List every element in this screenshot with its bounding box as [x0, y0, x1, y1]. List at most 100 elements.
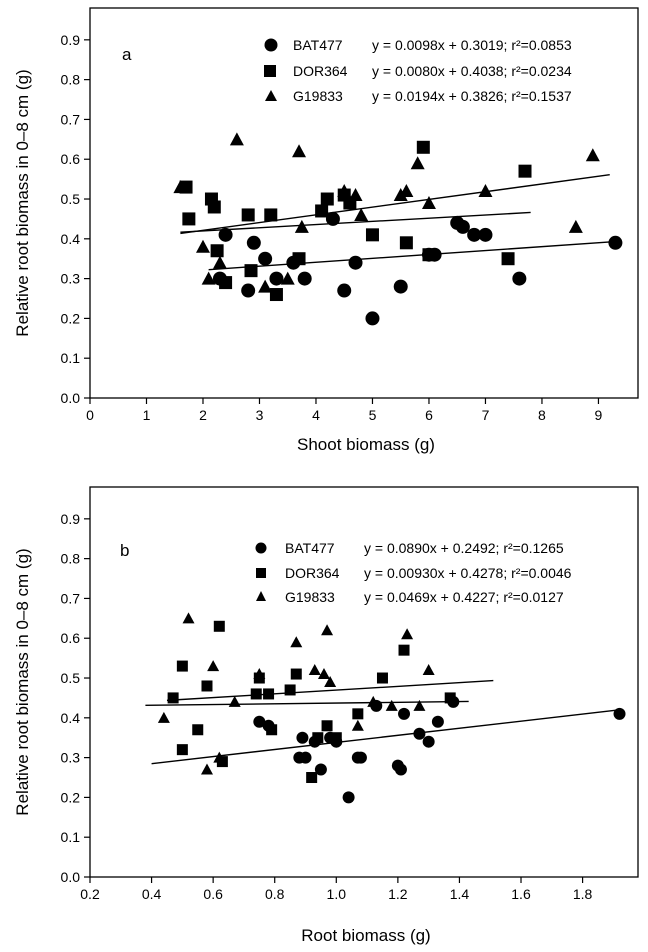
data-point-dor364 [241, 208, 255, 222]
data-point-bat477 [297, 271, 312, 286]
panel-a-legend-eq-g19833: y = 0.0194x + 0.3826; r²=0.1537 [372, 88, 572, 104]
data-point-dor364 [501, 252, 515, 266]
data-point-bat477 [608, 235, 623, 250]
data-point-g19833 [182, 612, 195, 624]
data-point-dor364 [284, 684, 296, 696]
panel-b-y-tick-label: 0.1 [61, 829, 81, 845]
data-point-g19833 [399, 184, 414, 198]
panel-b-legend-eq-dor364: y = 0.00930x + 0.4278; r²=0.0046 [364, 565, 572, 581]
panel-a-legend-marker-g19833 [265, 90, 277, 101]
data-point-g19833 [422, 664, 435, 676]
panel-b-legend: BAT477 y = 0.0890x + 0.2492; r²=0.1265 D… [255, 540, 572, 605]
data-point-dor364 [210, 244, 224, 258]
data-point-bat477 [218, 227, 233, 242]
panel-a-y-tick-label: 0.4 [61, 231, 81, 247]
data-point-dor364 [352, 708, 364, 720]
panel-b-y-tick-label: 0.8 [61, 551, 81, 567]
panel-a-y-tick-label: 0.3 [61, 271, 81, 287]
data-point-bat477 [299, 751, 312, 764]
panel-a-legend-marker-dor364 [264, 65, 276, 77]
panel-a-tick-labels: 0 1 2 3 4 5 6 7 8 9 0.0 0.1 0.2 0.3 0.4 0.5 0.6 0.7 0.8 0.9 [61, 32, 603, 423]
data-point-g19833 [292, 144, 307, 158]
panel-b-regression-lines [145, 679, 620, 765]
panel-b-x-tick-label: 0.4 [142, 886, 162, 902]
data-point-dor364 [207, 200, 221, 214]
panel-b-y-tick-label: 0.9 [61, 511, 81, 527]
regression-line-bat477 [151, 709, 620, 765]
panel-b-y-tick-label: 0.5 [61, 670, 81, 686]
panel-a-legend-label-g19833: G19833 [293, 88, 343, 104]
data-point-g19833 [348, 188, 363, 202]
panel-a-x-tick-label: 1 [143, 407, 151, 423]
panel-a-y-tick-label: 0.6 [61, 151, 81, 167]
data-point-dor364 [269, 288, 283, 302]
panel-b-y-axis-title: Relative root biomass in 0–8 cm (g) [13, 548, 32, 815]
panel-b-legend-marker-dor364 [256, 568, 266, 578]
data-point-g19833 [401, 628, 414, 640]
data-point-bat477 [394, 763, 407, 776]
data-point-g19833 [201, 271, 216, 285]
panel-a-y-axis-title: Relative root biomass in 0–8 cm (g) [13, 69, 32, 336]
panel-b-x-tick-label: 1.4 [450, 886, 470, 902]
data-point-dor364 [290, 668, 302, 680]
data-point-g19833 [228, 695, 241, 707]
panel-a-regression-lines [180, 174, 616, 271]
data-point-dor364 [264, 208, 278, 222]
panel-a-y-tick-label: 0.2 [61, 310, 81, 326]
data-point-g19833 [385, 699, 398, 711]
data-point-bat477 [325, 211, 340, 226]
panel-b-legend-eq-g19833: y = 0.0469x + 0.4227; r²=0.0127 [364, 589, 564, 605]
panel-a-legend: BAT477 y = 0.0098x + 0.3019; r²=0.0853 D… [264, 37, 572, 104]
panel-b-x-tick-label: 1.0 [327, 886, 347, 902]
data-point-g19833 [258, 279, 273, 293]
panel-a-y-tick-label: 0.5 [61, 191, 81, 207]
data-point-dor364 [330, 732, 342, 744]
panel-a-x-axis-title: Shoot biomass (g) [297, 435, 435, 454]
panel-a-legend-eq-dor364: y = 0.0080x + 0.4038; r²=0.0234 [372, 63, 572, 79]
data-point-dor364 [292, 252, 306, 266]
data-point-g19833 [317, 668, 330, 680]
panel-a-legend-eq-bat477: y = 0.0098x + 0.3019; r²=0.0853 [372, 37, 572, 53]
data-point-g19833 [212, 255, 227, 269]
data-point-g19833 [337, 184, 352, 198]
panel-b-letter: b [120, 541, 129, 560]
data-point-bat477 [296, 731, 309, 744]
data-point-bat477 [512, 271, 527, 286]
panel-b-y-tick-label: 0.0 [61, 869, 81, 885]
panel-a-y-tick-label: 0.1 [61, 350, 81, 366]
data-point-g19833 [351, 719, 364, 731]
data-point-dor364 [416, 140, 430, 154]
panel-b-legend-eq-bat477: y = 0.0890x + 0.2492; r²=0.1265 [364, 540, 564, 556]
data-point-dor364 [266, 724, 278, 736]
data-point-g19833 [200, 763, 213, 775]
panel-a-y-tick-label: 0.0 [61, 390, 81, 406]
data-point-bat477 [613, 707, 626, 720]
panel-b-legend-label-dor364: DOR364 [285, 565, 340, 581]
data-point-dor364 [444, 692, 456, 704]
data-point-dor364 [263, 688, 275, 700]
data-point-bat477 [393, 279, 408, 294]
data-point-g19833 [354, 207, 369, 221]
data-point-bat477 [365, 311, 380, 326]
data-point-g19833 [290, 636, 303, 648]
data-point-dor364 [315, 204, 329, 218]
data-point-bat477 [348, 255, 363, 270]
data-point-g19833 [413, 699, 426, 711]
data-point-g19833 [195, 239, 210, 253]
data-point-dor364 [365, 228, 379, 242]
panel-b-x-tick-label: 1.2 [388, 886, 408, 902]
panel-a-legend-marker-bat477 [264, 38, 278, 52]
data-point-g19833 [308, 664, 321, 676]
regression-line-g19833 [166, 679, 494, 702]
data-point-bat477 [269, 271, 284, 286]
panel-b-legend-marker-g19833 [256, 591, 266, 601]
data-point-bat477 [431, 715, 444, 728]
panel-b-x-tick-label: 0.8 [265, 886, 285, 902]
data-point-dor364 [176, 744, 188, 756]
panel-a-y-tick-label: 0.7 [61, 111, 81, 127]
panel-a-y-tick-label: 0.8 [61, 72, 81, 88]
panel-a-x-tick-label: 7 [482, 407, 490, 423]
data-point-bat477 [241, 283, 256, 298]
panel-a-plot-frame [89, 7, 639, 399]
panel-a-legend-label-dor364: DOR364 [293, 63, 348, 79]
